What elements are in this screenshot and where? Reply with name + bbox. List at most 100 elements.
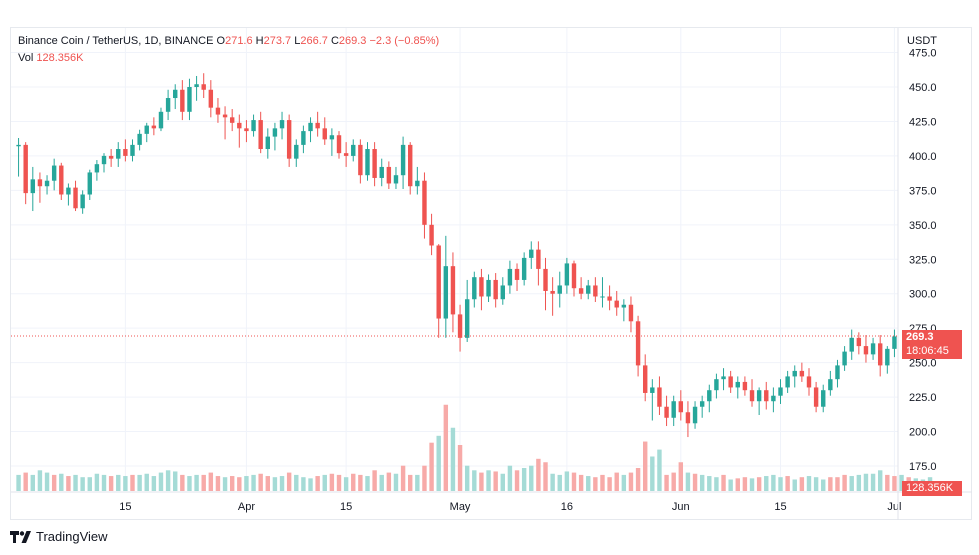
candle-body: [116, 149, 121, 159]
candle-body: [258, 120, 263, 150]
candle-body: [180, 89, 185, 112]
volume-bar: [664, 474, 669, 491]
candle-body: [529, 249, 534, 258]
candle-body: [16, 144, 21, 147]
candle-body: [215, 107, 221, 115]
volume-bar: [813, 477, 819, 491]
candle-body: [742, 381, 748, 391]
volume-bar: [635, 468, 641, 491]
volume-bar: [429, 442, 434, 491]
candle-body: [813, 387, 819, 407]
volume-bar: [742, 477, 748, 491]
candle-body: [493, 279, 498, 300]
volume-bar: [222, 477, 228, 491]
volume-bar: [144, 473, 149, 491]
volume-bar: [443, 404, 449, 491]
branding-name: TradingView: [36, 529, 108, 544]
candle-body: [173, 89, 178, 99]
volume-bar: [16, 474, 21, 491]
volume-bar: [899, 474, 904, 491]
x-tick-label: Jun: [672, 501, 690, 513]
volume-bar: [828, 477, 833, 491]
candle-body: [229, 117, 235, 123]
volume-bar: [365, 476, 370, 491]
volume-bar: [614, 472, 619, 491]
candle-body: [885, 348, 890, 366]
volume-bar: [728, 479, 733, 491]
candle-body: [749, 390, 755, 402]
candle-body: [372, 149, 377, 178]
candle-body: [265, 136, 271, 150]
y-tick-label: 175.0: [909, 461, 937, 473]
volume-bar: [657, 449, 662, 491]
candle-body: [692, 406, 698, 424]
volume-bar: [529, 465, 534, 491]
candle-body: [443, 266, 449, 319]
tradingview-logo-icon: [10, 530, 31, 543]
candle-body: [507, 268, 513, 286]
volume-bar: [678, 462, 684, 491]
volume-bar: [80, 477, 85, 491]
candle-body: [408, 144, 413, 187]
volume-bar: [94, 473, 100, 491]
volume-bar: [87, 477, 92, 491]
candle-body: [59, 165, 64, 195]
candle-body: [165, 98, 171, 112]
candle-body: [778, 387, 783, 396]
candle-body: [635, 321, 641, 366]
tradingview-branding[interactable]: TradingView: [10, 529, 108, 544]
volume-bar: [457, 445, 463, 491]
volume-bar: [856, 474, 862, 491]
y-tick-label: 400.0: [909, 151, 937, 163]
candle-body: [336, 135, 342, 154]
candle-body: [593, 285, 598, 297]
candle-body: [379, 166, 384, 178]
volume-bar: [863, 473, 869, 491]
volume-bar: [116, 474, 121, 491]
x-tick-label: May: [450, 501, 471, 513]
currency-label[interactable]: USDT: [907, 35, 937, 47]
open-label: O: [216, 35, 226, 47]
volume-bar: [244, 476, 249, 491]
candle-body: [301, 131, 306, 145]
volume-bar: [286, 472, 292, 491]
volume-bar: [699, 474, 705, 491]
volume-bar: [130, 474, 135, 491]
volume-bar: [30, 474, 36, 491]
candle-body: [208, 89, 214, 108]
candle-body: [521, 257, 527, 280]
y-tick-label: 225.0: [909, 392, 937, 404]
candle-body: [863, 346, 869, 355]
candle-body: [557, 285, 562, 294]
volume-bar: [507, 465, 513, 491]
y-tick-label: 425.0: [909, 116, 937, 128]
candle-body: [400, 144, 406, 176]
candle-body: [343, 153, 349, 156]
x-tick-label: 16: [561, 501, 573, 513]
volume-bar: [201, 474, 206, 491]
candle-body: [650, 387, 655, 393]
volume-bar: [479, 472, 484, 491]
y-tick-label: 350.0: [909, 220, 937, 232]
volume-bar: [799, 477, 805, 491]
candle-body: [600, 296, 605, 298]
y-tick-label: 300.0: [909, 289, 937, 301]
volume-label[interactable]: Vol: [18, 52, 34, 64]
symbol-title[interactable]: Binance Coin / TetherUS, 1D, BINANCE: [18, 35, 214, 47]
volume-bar: [322, 474, 327, 491]
candle-body: [294, 144, 299, 159]
candle-body: [44, 180, 50, 187]
candle-body: [821, 390, 826, 407]
high-label: H: [255, 35, 264, 47]
volume-bar: [792, 479, 797, 491]
volume-bar: [764, 476, 769, 491]
volume-bar: [336, 474, 342, 491]
candle-body: [472, 277, 477, 300]
candle-body: [721, 376, 726, 380]
low-value: 266.7: [300, 35, 328, 47]
x-tick-label: 15: [119, 501, 131, 513]
volume-bar: [842, 474, 847, 491]
volume-bar: [785, 476, 790, 491]
volume-bar: [151, 476, 157, 491]
